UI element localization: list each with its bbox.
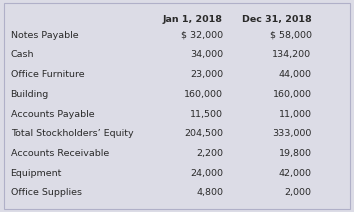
Text: 11,500: 11,500 <box>190 110 223 119</box>
Text: 134,200: 134,200 <box>272 50 312 59</box>
Text: Accounts Receivable: Accounts Receivable <box>11 149 109 158</box>
Text: $ 58,000: $ 58,000 <box>269 31 312 40</box>
Text: Accounts Payable: Accounts Payable <box>11 110 94 119</box>
Text: 44,000: 44,000 <box>279 70 312 79</box>
Text: Equipment: Equipment <box>11 169 62 178</box>
Text: 11,000: 11,000 <box>279 110 312 119</box>
Text: Jan 1, 2018: Jan 1, 2018 <box>163 15 223 24</box>
Text: 42,000: 42,000 <box>279 169 312 178</box>
Text: Building: Building <box>11 90 49 99</box>
Text: 2,200: 2,200 <box>196 149 223 158</box>
Text: 34,000: 34,000 <box>190 50 223 59</box>
Text: $ 32,000: $ 32,000 <box>181 31 223 40</box>
Text: Notes Payable: Notes Payable <box>11 31 78 40</box>
Text: 204,500: 204,500 <box>184 129 223 138</box>
Text: 160,000: 160,000 <box>273 90 312 99</box>
Text: 2,000: 2,000 <box>285 188 312 197</box>
Text: 160,000: 160,000 <box>184 90 223 99</box>
Text: Total Stockholders’ Equity: Total Stockholders’ Equity <box>11 129 133 138</box>
Text: Office Furniture: Office Furniture <box>11 70 84 79</box>
Text: Cash: Cash <box>11 50 34 59</box>
Text: Dec 31, 2018: Dec 31, 2018 <box>242 15 312 24</box>
Text: 24,000: 24,000 <box>190 169 223 178</box>
Text: 333,000: 333,000 <box>272 129 312 138</box>
Text: 19,800: 19,800 <box>279 149 312 158</box>
Text: Office Supplies: Office Supplies <box>11 188 82 197</box>
Text: 23,000: 23,000 <box>190 70 223 79</box>
Text: 4,800: 4,800 <box>196 188 223 197</box>
